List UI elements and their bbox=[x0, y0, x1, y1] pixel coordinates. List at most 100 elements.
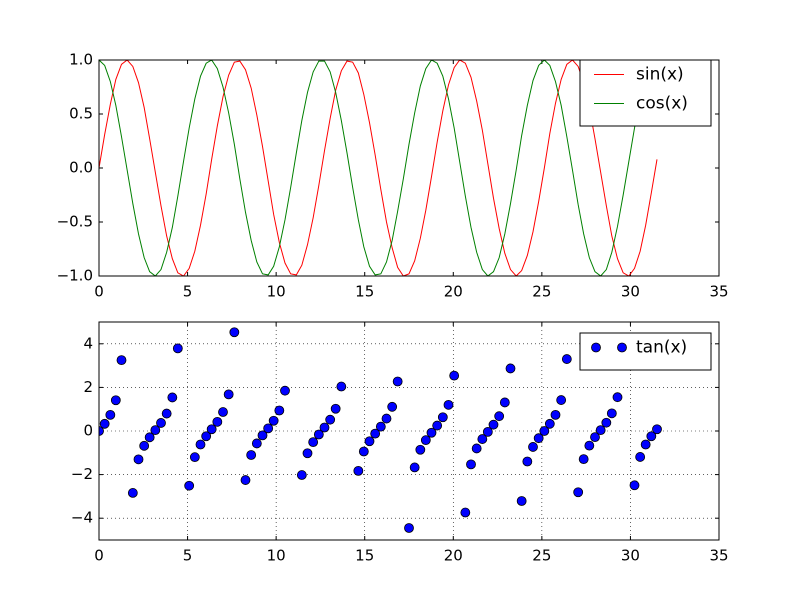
x-tick-label: 25 bbox=[532, 283, 551, 301]
x-tick-label: 30 bbox=[621, 283, 640, 301]
scatter-point bbox=[110, 395, 121, 406]
scatter-point bbox=[274, 405, 285, 416]
y-tick-label: −2 bbox=[71, 465, 93, 483]
scatter-point bbox=[229, 327, 240, 338]
scatter-point bbox=[353, 465, 364, 476]
x-tick-label: 5 bbox=[183, 547, 193, 565]
scatter-point bbox=[471, 443, 482, 454]
scatter-point bbox=[494, 411, 505, 422]
series-line bbox=[99, 60, 658, 276]
scatter-point bbox=[313, 429, 324, 440]
plot-area bbox=[99, 327, 662, 533]
x-tick-label: 20 bbox=[444, 283, 463, 301]
scatter-point bbox=[246, 450, 257, 460]
scatter-point bbox=[263, 423, 274, 434]
scatter-point bbox=[218, 407, 228, 417]
scatter-point bbox=[443, 399, 454, 410]
scatter-point bbox=[201, 431, 212, 442]
scatter-point bbox=[127, 488, 138, 498]
scatter-point bbox=[99, 418, 110, 429]
scatter-point bbox=[325, 414, 336, 425]
axes: 0 5 10 15 20 25 30 35 −4 −2 0 2 4 tan(x) bbox=[71, 321, 729, 565]
scatter-point bbox=[432, 420, 443, 431]
scatter-point bbox=[629, 480, 640, 491]
legend-label: sin(x) bbox=[636, 65, 684, 85]
scatter-point bbox=[358, 446, 369, 457]
y-tick-label: 0.0 bbox=[69, 159, 93, 177]
scatter-point bbox=[640, 439, 651, 450]
scatter-point bbox=[409, 462, 420, 473]
y-tick-label: −1.0 bbox=[57, 267, 93, 285]
scatter-point bbox=[212, 416, 223, 427]
legend-box bbox=[579, 332, 712, 371]
x-tick-label: 15 bbox=[355, 283, 374, 301]
axes: 0 5 10 15 20 25 30 35 −1.0 −0.5 0.0 0.5 1.0 sin(x) cos… bbox=[57, 51, 729, 301]
scatter-point bbox=[144, 432, 155, 443]
scatter-point bbox=[308, 437, 319, 448]
scatter-point bbox=[420, 435, 431, 446]
y-tick-label: 1.0 bbox=[69, 51, 93, 69]
axes-frame bbox=[98, 321, 720, 541]
scatter-point bbox=[319, 422, 330, 433]
scatter-point bbox=[482, 426, 493, 437]
scatter-point bbox=[612, 392, 623, 403]
scatter-point bbox=[206, 424, 217, 435]
scatter-point bbox=[544, 418, 555, 429]
scatter-point bbox=[449, 370, 460, 381]
scatter-point bbox=[533, 433, 544, 444]
scatter-point bbox=[477, 434, 488, 444]
scatter-point bbox=[296, 470, 307, 480]
x-tick-label: 35 bbox=[709, 283, 728, 301]
x-tick-label: 25 bbox=[532, 547, 551, 565]
scatter-point bbox=[105, 409, 116, 420]
scatter-point bbox=[223, 389, 234, 400]
scatter-point bbox=[195, 439, 206, 450]
x-tick-label: 35 bbox=[709, 547, 728, 565]
legend-swatch bbox=[617, 342, 627, 353]
scatter-point bbox=[584, 440, 595, 451]
scatter-point bbox=[172, 343, 183, 354]
scatter-point bbox=[516, 496, 527, 506]
scatter-point bbox=[460, 507, 471, 518]
legend-box bbox=[579, 59, 712, 127]
scatter-point bbox=[184, 480, 195, 491]
scatter-point bbox=[488, 419, 499, 430]
legend: sin(x) cos(x) bbox=[579, 59, 712, 127]
scatter-point bbox=[646, 431, 657, 442]
scatter-point bbox=[578, 454, 589, 465]
scatter-point bbox=[556, 395, 567, 405]
x-tick-label: 0 bbox=[94, 283, 104, 301]
x-tick-label: 10 bbox=[267, 547, 286, 565]
x-tick-label: 15 bbox=[355, 547, 374, 565]
legend: tan(x) bbox=[579, 332, 712, 371]
legend-swatch bbox=[591, 342, 601, 353]
scatter-point bbox=[426, 427, 437, 438]
scatter-point bbox=[415, 444, 426, 455]
scatter-point bbox=[466, 459, 476, 470]
x-tick-label: 10 bbox=[267, 283, 286, 301]
x-tick-label: 30 bbox=[621, 547, 640, 565]
x-tick-label: 20 bbox=[444, 547, 463, 565]
scatter-point bbox=[156, 418, 166, 428]
plot-area bbox=[99, 60, 658, 276]
scatter-point bbox=[161, 408, 172, 419]
legend-label: tan(x) bbox=[636, 338, 687, 358]
scatter-point bbox=[257, 430, 268, 441]
y-tick-label: 0 bbox=[83, 422, 93, 440]
scatter-point bbox=[370, 428, 381, 439]
axes-frame bbox=[98, 59, 720, 277]
scatter-point bbox=[133, 454, 144, 465]
scatter-point bbox=[189, 452, 200, 463]
series-line bbox=[99, 60, 658, 276]
y-tick-label: 2 bbox=[83, 378, 93, 396]
scatter-point bbox=[635, 452, 646, 462]
scatter-point bbox=[251, 438, 262, 449]
scatter-point bbox=[268, 415, 279, 426]
y-tick-label: 4 bbox=[83, 334, 93, 352]
scatter-point bbox=[539, 426, 550, 436]
scatter-point bbox=[116, 355, 127, 366]
y-tick-label: 0.5 bbox=[69, 105, 93, 123]
x-tick-label: 0 bbox=[94, 547, 104, 565]
x-tick-label: 5 bbox=[183, 283, 193, 301]
